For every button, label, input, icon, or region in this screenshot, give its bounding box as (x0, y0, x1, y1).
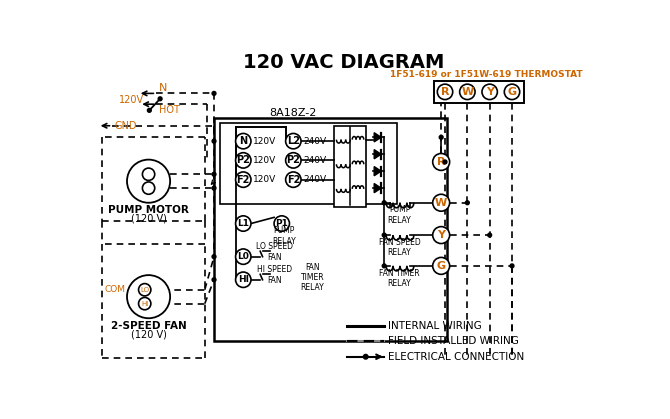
Text: FAN TIMER
RELAY: FAN TIMER RELAY (379, 269, 420, 288)
Circle shape (383, 264, 386, 268)
Text: 120V: 120V (253, 137, 277, 146)
Text: P2: P2 (237, 155, 250, 166)
Text: W: W (461, 87, 474, 97)
Polygon shape (374, 184, 381, 193)
Circle shape (139, 284, 151, 296)
Circle shape (433, 153, 450, 171)
Text: (120 V): (120 V) (131, 329, 167, 339)
Circle shape (212, 139, 216, 143)
Text: R: R (441, 87, 450, 97)
Text: FIELD INSTALLED WIRING: FIELD INSTALLED WIRING (388, 336, 519, 347)
FancyBboxPatch shape (214, 118, 446, 341)
Text: W: W (435, 198, 448, 208)
Text: INTERNAL WIRING: INTERNAL WIRING (388, 321, 482, 331)
Text: 120V: 120V (119, 96, 145, 105)
Text: P1: P1 (275, 219, 288, 228)
Circle shape (212, 91, 216, 96)
Circle shape (510, 264, 514, 268)
FancyBboxPatch shape (220, 124, 397, 204)
Text: Y: Y (486, 87, 494, 97)
Circle shape (127, 160, 170, 203)
Circle shape (236, 272, 251, 287)
Circle shape (383, 201, 386, 204)
Text: FAN SPEED
RELAY: FAN SPEED RELAY (379, 238, 421, 257)
Polygon shape (374, 133, 381, 142)
Circle shape (440, 135, 443, 139)
Text: P2: P2 (286, 155, 300, 166)
Circle shape (236, 172, 251, 187)
Circle shape (505, 84, 520, 100)
Text: 120V: 120V (253, 156, 277, 165)
Text: 2-SPEED FAN: 2-SPEED FAN (111, 321, 186, 331)
Text: G: G (437, 261, 446, 271)
Text: FAN
TIMER
RELAY: FAN TIMER RELAY (301, 263, 324, 292)
Text: HOT: HOT (159, 105, 180, 114)
Text: G: G (507, 87, 517, 97)
Text: LO SPEED
FAN: LO SPEED FAN (255, 242, 293, 262)
Text: N: N (159, 83, 167, 93)
Text: 8A18Z-2: 8A18Z-2 (269, 109, 317, 119)
Circle shape (212, 186, 216, 190)
Text: L0: L0 (237, 252, 249, 261)
Text: (120 V): (120 V) (131, 214, 167, 224)
Circle shape (285, 133, 301, 149)
Circle shape (488, 233, 492, 237)
Circle shape (147, 109, 151, 112)
Text: GND: GND (115, 121, 137, 131)
Polygon shape (374, 150, 381, 159)
Text: PUMP
RELAY: PUMP RELAY (272, 226, 296, 246)
Circle shape (274, 216, 289, 231)
Circle shape (285, 172, 301, 187)
Circle shape (212, 278, 216, 282)
Circle shape (236, 153, 251, 168)
Circle shape (143, 168, 155, 181)
Circle shape (212, 172, 216, 176)
Circle shape (383, 233, 386, 237)
Text: HI: HI (238, 275, 249, 284)
Text: Y: Y (437, 230, 445, 240)
Polygon shape (374, 166, 381, 176)
Text: 240V: 240V (304, 137, 326, 146)
Circle shape (139, 297, 151, 310)
Circle shape (433, 257, 450, 274)
Text: 1F51-619 or 1F51W-619 THERMOSTAT: 1F51-619 or 1F51W-619 THERMOSTAT (389, 70, 582, 80)
Circle shape (236, 133, 251, 149)
Circle shape (143, 182, 155, 194)
Text: PUMP
RELAY: PUMP RELAY (388, 205, 411, 225)
Circle shape (236, 249, 251, 264)
FancyBboxPatch shape (334, 126, 366, 207)
Text: R: R (437, 157, 446, 167)
Circle shape (466, 201, 469, 204)
FancyBboxPatch shape (434, 81, 523, 103)
Circle shape (127, 275, 170, 318)
Text: LO: LO (140, 287, 149, 293)
Text: ELECTRICAL CONNECTION: ELECTRICAL CONNECTION (388, 352, 525, 362)
Circle shape (158, 97, 162, 101)
Circle shape (433, 194, 450, 211)
Text: 120 VAC DIAGRAM: 120 VAC DIAGRAM (243, 53, 444, 72)
Circle shape (285, 153, 301, 168)
Circle shape (438, 84, 453, 100)
Circle shape (433, 227, 450, 243)
Text: COM: COM (105, 285, 125, 294)
Circle shape (460, 84, 475, 100)
Text: L2: L2 (287, 136, 300, 146)
Circle shape (363, 354, 368, 359)
Text: L1: L1 (237, 219, 249, 228)
Text: HI: HI (141, 300, 148, 307)
Text: 120V: 120V (253, 175, 277, 184)
Circle shape (212, 255, 216, 259)
Text: HI SPEED
FAN: HI SPEED FAN (257, 265, 291, 285)
Text: F2: F2 (237, 175, 250, 185)
Circle shape (482, 84, 497, 100)
Text: 240V: 240V (304, 175, 326, 184)
Text: F2: F2 (287, 175, 300, 185)
Text: PUMP MOTOR: PUMP MOTOR (108, 205, 189, 215)
Circle shape (443, 160, 447, 164)
Text: 240V: 240V (304, 156, 326, 165)
Text: N: N (239, 136, 247, 146)
Circle shape (236, 216, 251, 231)
